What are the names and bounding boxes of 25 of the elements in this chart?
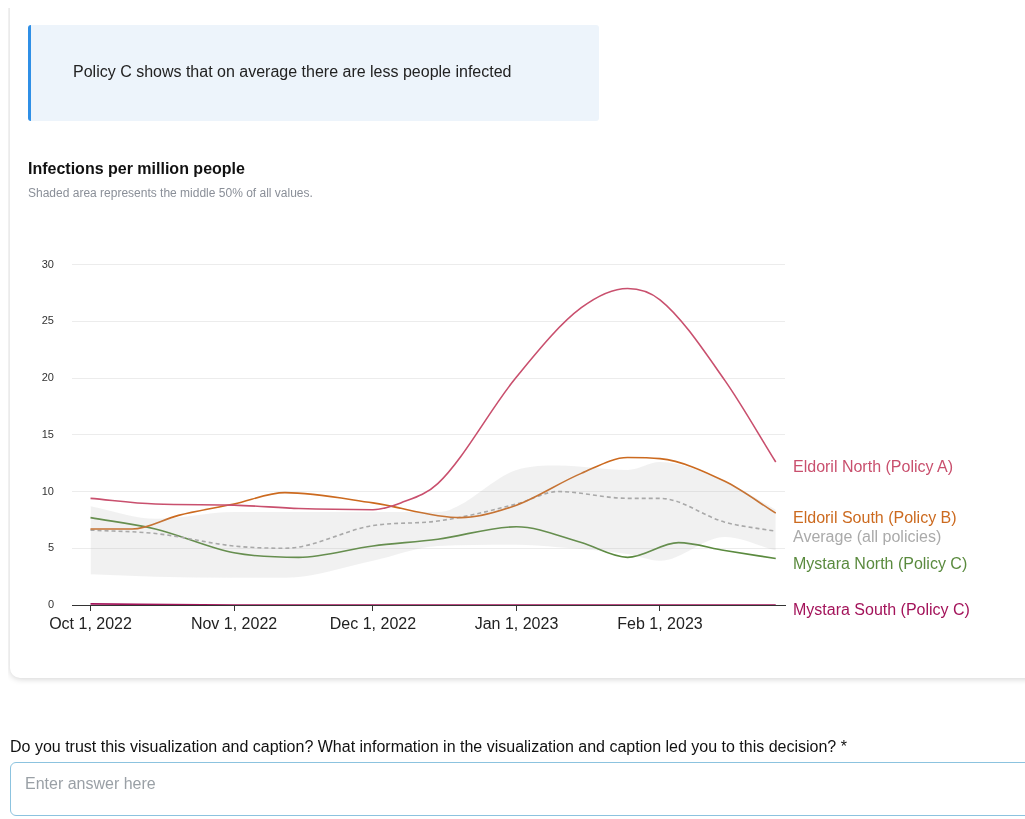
text: Policy C shows that on average there are less people infected (28, 25, 599, 121)
x-tick-label: Oct 1, 2022 (49, 615, 132, 633)
y-tick-label: 20 (41, 371, 54, 384)
y-tick-label: 25 (41, 314, 54, 327)
chart-subtitle: Shaded area represents the middle 50% of all values. (28, 186, 313, 200)
y-tick-label: 15 (41, 427, 54, 440)
line-series (89, 287, 777, 511)
series-label: Mystara North (Policy C) (793, 554, 968, 572)
x-tick-label: Nov 1, 2022 (190, 615, 278, 633)
text: Enter answer here (10, 762, 1025, 816)
x-tick-label: Dec 1, 2022 (329, 615, 417, 633)
y-tick-label: 0 (47, 598, 54, 611)
y-tick-label: 10 (41, 484, 54, 497)
series-label: Average (all policies) (793, 528, 942, 546)
y-tick-label: 30 (41, 257, 54, 270)
line-series (89, 516, 777, 560)
chart-title: Infections per million people (28, 160, 245, 178)
series-label: Eldoril South (Policy B) (793, 509, 957, 527)
series-label: Mystara South (Policy C) (793, 601, 970, 619)
line-series (89, 456, 777, 530)
series-label: Eldoril North (Policy A) (793, 458, 954, 476)
x-tick-label: Feb 1, 2023 (617, 615, 703, 633)
text: Do you trust this visualization and caption? What information in the visualization and caption led you to this decision? * (10, 738, 847, 756)
x-tick-label: Jan 1, 2023 (474, 615, 559, 633)
y-tick-label: 5 (47, 541, 54, 554)
